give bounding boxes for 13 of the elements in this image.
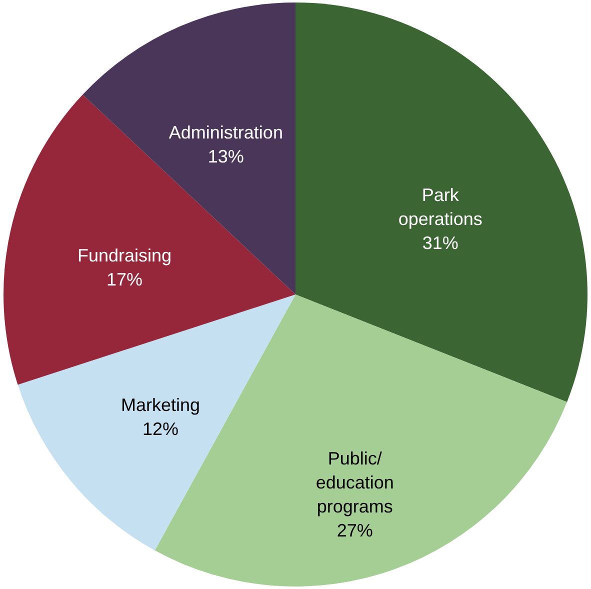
slice-label: Fundraising: [77, 245, 172, 266]
pie-slice: [18, 294, 296, 550]
data-label: 17%: [106, 269, 143, 290]
slice-label: Park operations: [398, 185, 482, 230]
slice-label: Administration: [168, 122, 283, 143]
data-label: 12%: [142, 419, 179, 440]
data-label: 13%: [208, 146, 244, 167]
slice-label: Public/ education programs: [316, 448, 394, 516]
pie-slice: [296, 2, 588, 402]
pie-slice: [4, 94, 296, 385]
slice-label: Marketing: [120, 395, 200, 416]
data-label: 31%: [422, 233, 458, 254]
data-label: 27%: [336, 520, 373, 540]
